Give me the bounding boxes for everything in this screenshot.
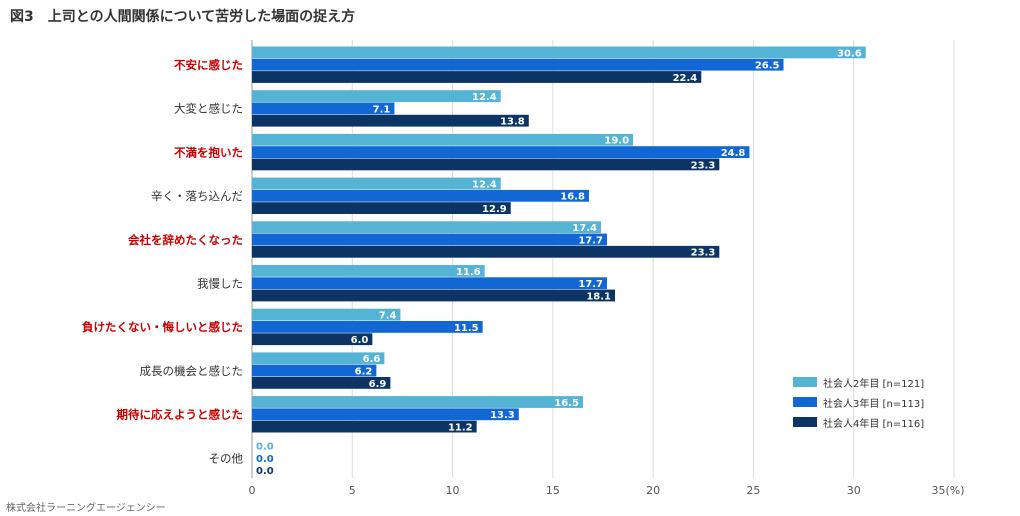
bar (252, 146, 750, 158)
data-label: 18.1 (586, 291, 611, 302)
bar (252, 364, 377, 377)
data-label: 30.6 (837, 48, 862, 59)
bar (252, 408, 519, 421)
legend-label-2nd-year: 社会人2年目 [n=121] (823, 378, 925, 390)
data-label: 0.0 (256, 466, 274, 477)
data-label: 12.4 (472, 92, 497, 103)
data-label: 24.8 (721, 148, 746, 159)
bar (252, 277, 608, 290)
bar (252, 233, 608, 246)
x-tick-label: 30 (847, 484, 861, 497)
category-label: その他 (209, 451, 244, 465)
bar (252, 352, 385, 365)
data-label: 13.8 (500, 117, 525, 128)
data-label: 22.4 (673, 73, 698, 84)
data-label: 11.2 (448, 423, 473, 434)
data-label: 16.5 (554, 398, 579, 409)
bar (252, 396, 583, 408)
data-label: 17.7 (578, 279, 603, 290)
bar (252, 102, 395, 115)
data-label: 6.9 (369, 379, 387, 390)
data-label: 0.0 (256, 442, 274, 453)
data-label: 6.6 (363, 354, 381, 365)
x-tick-label: 25 (746, 484, 760, 497)
bar (252, 58, 784, 71)
bar (252, 245, 720, 258)
bar (252, 377, 391, 389)
data-label: 17.4 (572, 223, 597, 234)
bar (252, 133, 634, 146)
category-label: 負けたくない・悔しいと感じた (82, 320, 243, 334)
x-tick-label: 5 (349, 484, 356, 497)
bar (252, 221, 601, 234)
category-label: 成長の機会と感じた (140, 364, 244, 378)
legend-item-4th-year: 社会人4年目 [n=116] (793, 412, 924, 432)
data-label: 26.5 (755, 61, 780, 72)
data-label: 6.2 (355, 367, 373, 378)
bar (252, 202, 511, 214)
bar (252, 46, 866, 59)
data-label: 6.0 (351, 335, 369, 346)
category-label: 辛く・落ち込んだ (151, 189, 243, 203)
x-tick-label: 15 (546, 484, 560, 497)
bar (252, 189, 589, 202)
legend: 社会人2年目 [n=121] 社会人3年目 [n=113] 社会人4年目 [n=… (793, 372, 924, 432)
data-label: 16.8 (560, 192, 585, 203)
x-tick-label: 0 (249, 484, 256, 497)
x-tick-label: 20 (646, 484, 660, 497)
bar (252, 289, 616, 302)
bar (252, 158, 720, 171)
bar (252, 71, 702, 83)
data-label: 11.6 (456, 267, 481, 278)
data-label: 12.4 (472, 179, 497, 190)
category-label: 会社を辞めたくなった (127, 233, 243, 247)
bar (252, 321, 483, 333)
x-tick-label: 35(%) (931, 484, 964, 497)
data-label: 23.3 (691, 160, 716, 171)
chart-title: 図3 上司との人間関係について苦労した場面の捉え方 (10, 9, 356, 25)
legend-item-2nd-year: 社会人2年目 [n=121] (793, 372, 924, 392)
data-label: 7.1 (373, 104, 391, 115)
bar (252, 90, 501, 102)
legend-swatch-3rd-year (793, 397, 817, 407)
data-label: 13.3 (490, 410, 515, 421)
legend-label-4th-year: 社会人4年目 [n=116] (823, 418, 925, 430)
category-label: 不安に感じた (174, 58, 243, 72)
legend-label-3rd-year: 社会人3年目 [n=113] (823, 398, 925, 410)
bar (252, 265, 485, 277)
bar (252, 333, 373, 346)
data-label: 23.3 (691, 248, 716, 259)
category-label: 期待に応えようと感じた (117, 408, 244, 422)
bar (252, 308, 401, 321)
bar (252, 177, 501, 190)
data-label: 19.0 (604, 136, 629, 147)
bar (252, 114, 529, 127)
data-label: 17.7 (578, 235, 603, 246)
legend-swatch-2nd-year (793, 377, 817, 387)
legend-item-3rd-year: 社会人3年目 [n=113] (793, 392, 924, 412)
category-label: 不満を抱いた (174, 145, 243, 159)
data-label: 12.9 (482, 204, 507, 215)
data-label: 0.0 (256, 454, 274, 465)
legend-swatch-4th-year (793, 417, 817, 427)
footer-credit: 株式会社ラーニングエージェンシー (6, 503, 166, 514)
category-label: 我慢した (197, 276, 243, 290)
data-label: 11.5 (454, 323, 479, 334)
x-tick-label: 10 (446, 484, 460, 497)
bar (252, 420, 477, 433)
data-label: 7.4 (379, 311, 397, 322)
category-label: 大変と感じた (174, 102, 243, 116)
